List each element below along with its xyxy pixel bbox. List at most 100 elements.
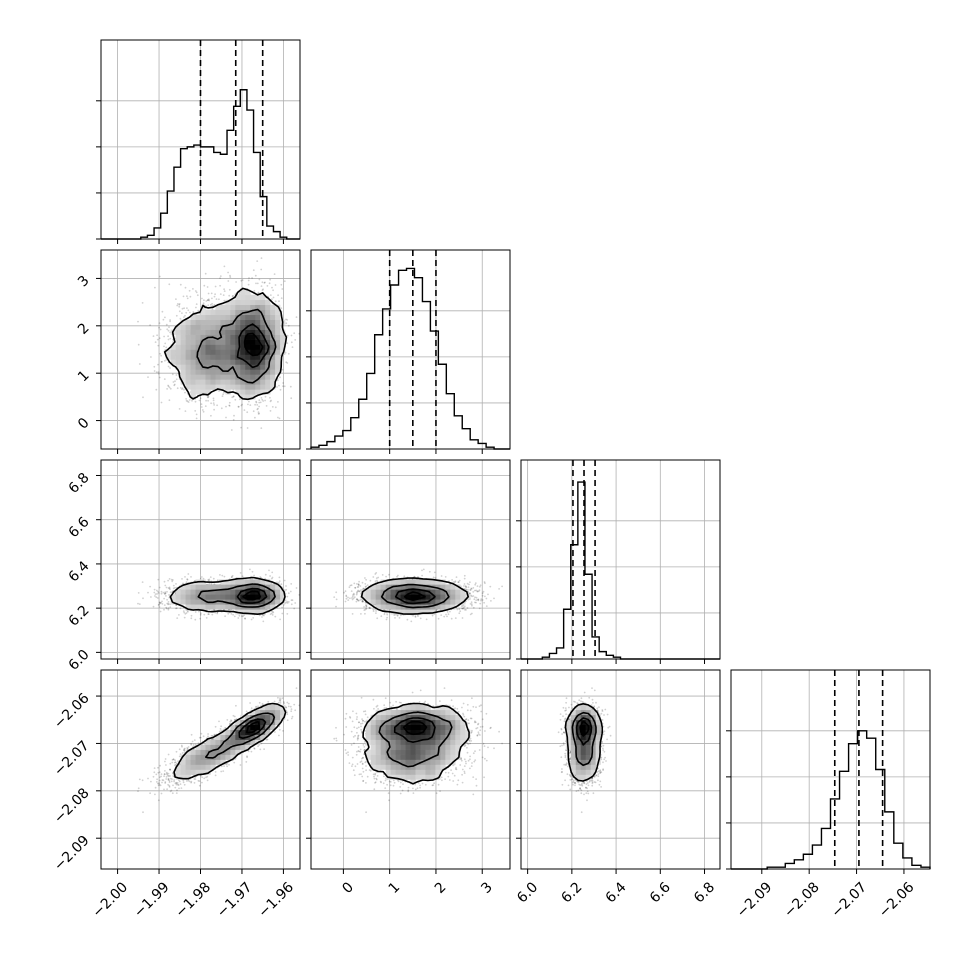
density-cell <box>230 300 235 305</box>
sample-point <box>177 303 179 305</box>
sample-point <box>224 266 226 268</box>
density-cell <box>230 325 235 330</box>
sample-point <box>154 370 156 372</box>
density-cell <box>270 305 275 310</box>
sample-point <box>214 293 216 295</box>
density-cell <box>186 350 191 355</box>
density-cell <box>196 389 201 394</box>
density-cell <box>245 295 250 300</box>
density-cell <box>186 330 191 335</box>
density-cell <box>191 325 196 330</box>
sample-point <box>253 269 255 271</box>
density-cell <box>196 315 201 320</box>
sample-point <box>275 300 277 302</box>
density-cell <box>181 350 186 355</box>
sample-point <box>262 621 264 623</box>
density-cell <box>201 350 206 355</box>
density-cell <box>245 389 250 394</box>
sample-point <box>178 306 180 308</box>
density-cell <box>265 315 270 320</box>
sample-point <box>185 287 187 289</box>
density-cell <box>240 389 245 394</box>
sample-point <box>168 603 170 605</box>
sample-point <box>170 388 172 390</box>
sample-point <box>183 316 185 318</box>
sample-point <box>161 361 163 363</box>
density-cell <box>205 379 210 384</box>
density-cell <box>191 369 196 374</box>
density-cell <box>215 345 220 350</box>
sample-point <box>232 295 234 297</box>
sample-point <box>169 338 171 340</box>
sample-point <box>222 395 224 397</box>
sample-point <box>223 288 225 290</box>
sample-point <box>161 593 163 595</box>
sample-point <box>175 298 177 300</box>
density-cell <box>245 354 250 359</box>
sample-point <box>233 415 235 417</box>
sample-point <box>229 275 231 277</box>
sample-point <box>180 387 182 389</box>
density-cell <box>230 310 235 315</box>
sample-point <box>281 288 283 290</box>
density-cell <box>196 364 201 369</box>
sample-point <box>240 280 242 282</box>
sample-point <box>142 597 144 599</box>
density-cell <box>201 320 206 325</box>
density-cell <box>270 310 275 315</box>
sample-point <box>244 409 246 411</box>
sample-point <box>190 576 192 578</box>
sample-point <box>275 284 277 286</box>
sample-point <box>284 280 286 282</box>
density-cell <box>230 330 235 335</box>
sample-point <box>159 276 161 278</box>
density-cell <box>225 374 230 379</box>
sample-point <box>248 401 250 403</box>
density-cell <box>210 354 215 359</box>
sample-point <box>279 580 281 582</box>
sample-point <box>229 405 231 407</box>
sample-point <box>205 273 207 275</box>
density-cell <box>245 305 250 310</box>
density-cell <box>210 379 215 384</box>
sample-point <box>176 374 178 376</box>
density-cell <box>260 379 265 384</box>
sample-point <box>256 404 258 406</box>
sample-point <box>189 290 191 292</box>
density-cell <box>255 300 260 305</box>
sample-point <box>278 300 280 302</box>
sample-point <box>192 311 194 313</box>
density-cell <box>225 350 230 355</box>
density-cell <box>201 374 206 379</box>
sample-point <box>269 575 271 577</box>
sample-point <box>163 592 165 594</box>
density-cell <box>230 350 235 355</box>
sample-point <box>272 406 274 408</box>
sample-point <box>138 344 140 346</box>
density-cell <box>176 350 181 355</box>
sample-point <box>279 418 281 420</box>
density-cell <box>225 379 230 384</box>
sample-point <box>287 335 289 337</box>
sample-point <box>274 273 276 275</box>
density-cell <box>220 384 225 389</box>
sample-point <box>167 335 169 337</box>
sample-point <box>155 389 157 391</box>
sample-point <box>149 324 151 326</box>
density-cell <box>230 340 235 345</box>
sample-point <box>246 411 248 413</box>
panel-background <box>521 460 720 659</box>
density-cell <box>196 384 201 389</box>
sample-point <box>281 297 283 299</box>
density-cell <box>191 330 196 335</box>
density-cell <box>191 320 196 325</box>
sample-point <box>222 393 224 395</box>
sample-point <box>196 303 198 305</box>
density-cell <box>186 364 191 369</box>
density-cell <box>275 315 280 320</box>
sample-point <box>185 398 187 400</box>
sample-point <box>218 390 220 392</box>
sample-point <box>254 404 256 406</box>
sample-point <box>168 326 170 328</box>
density-cell <box>210 350 215 355</box>
